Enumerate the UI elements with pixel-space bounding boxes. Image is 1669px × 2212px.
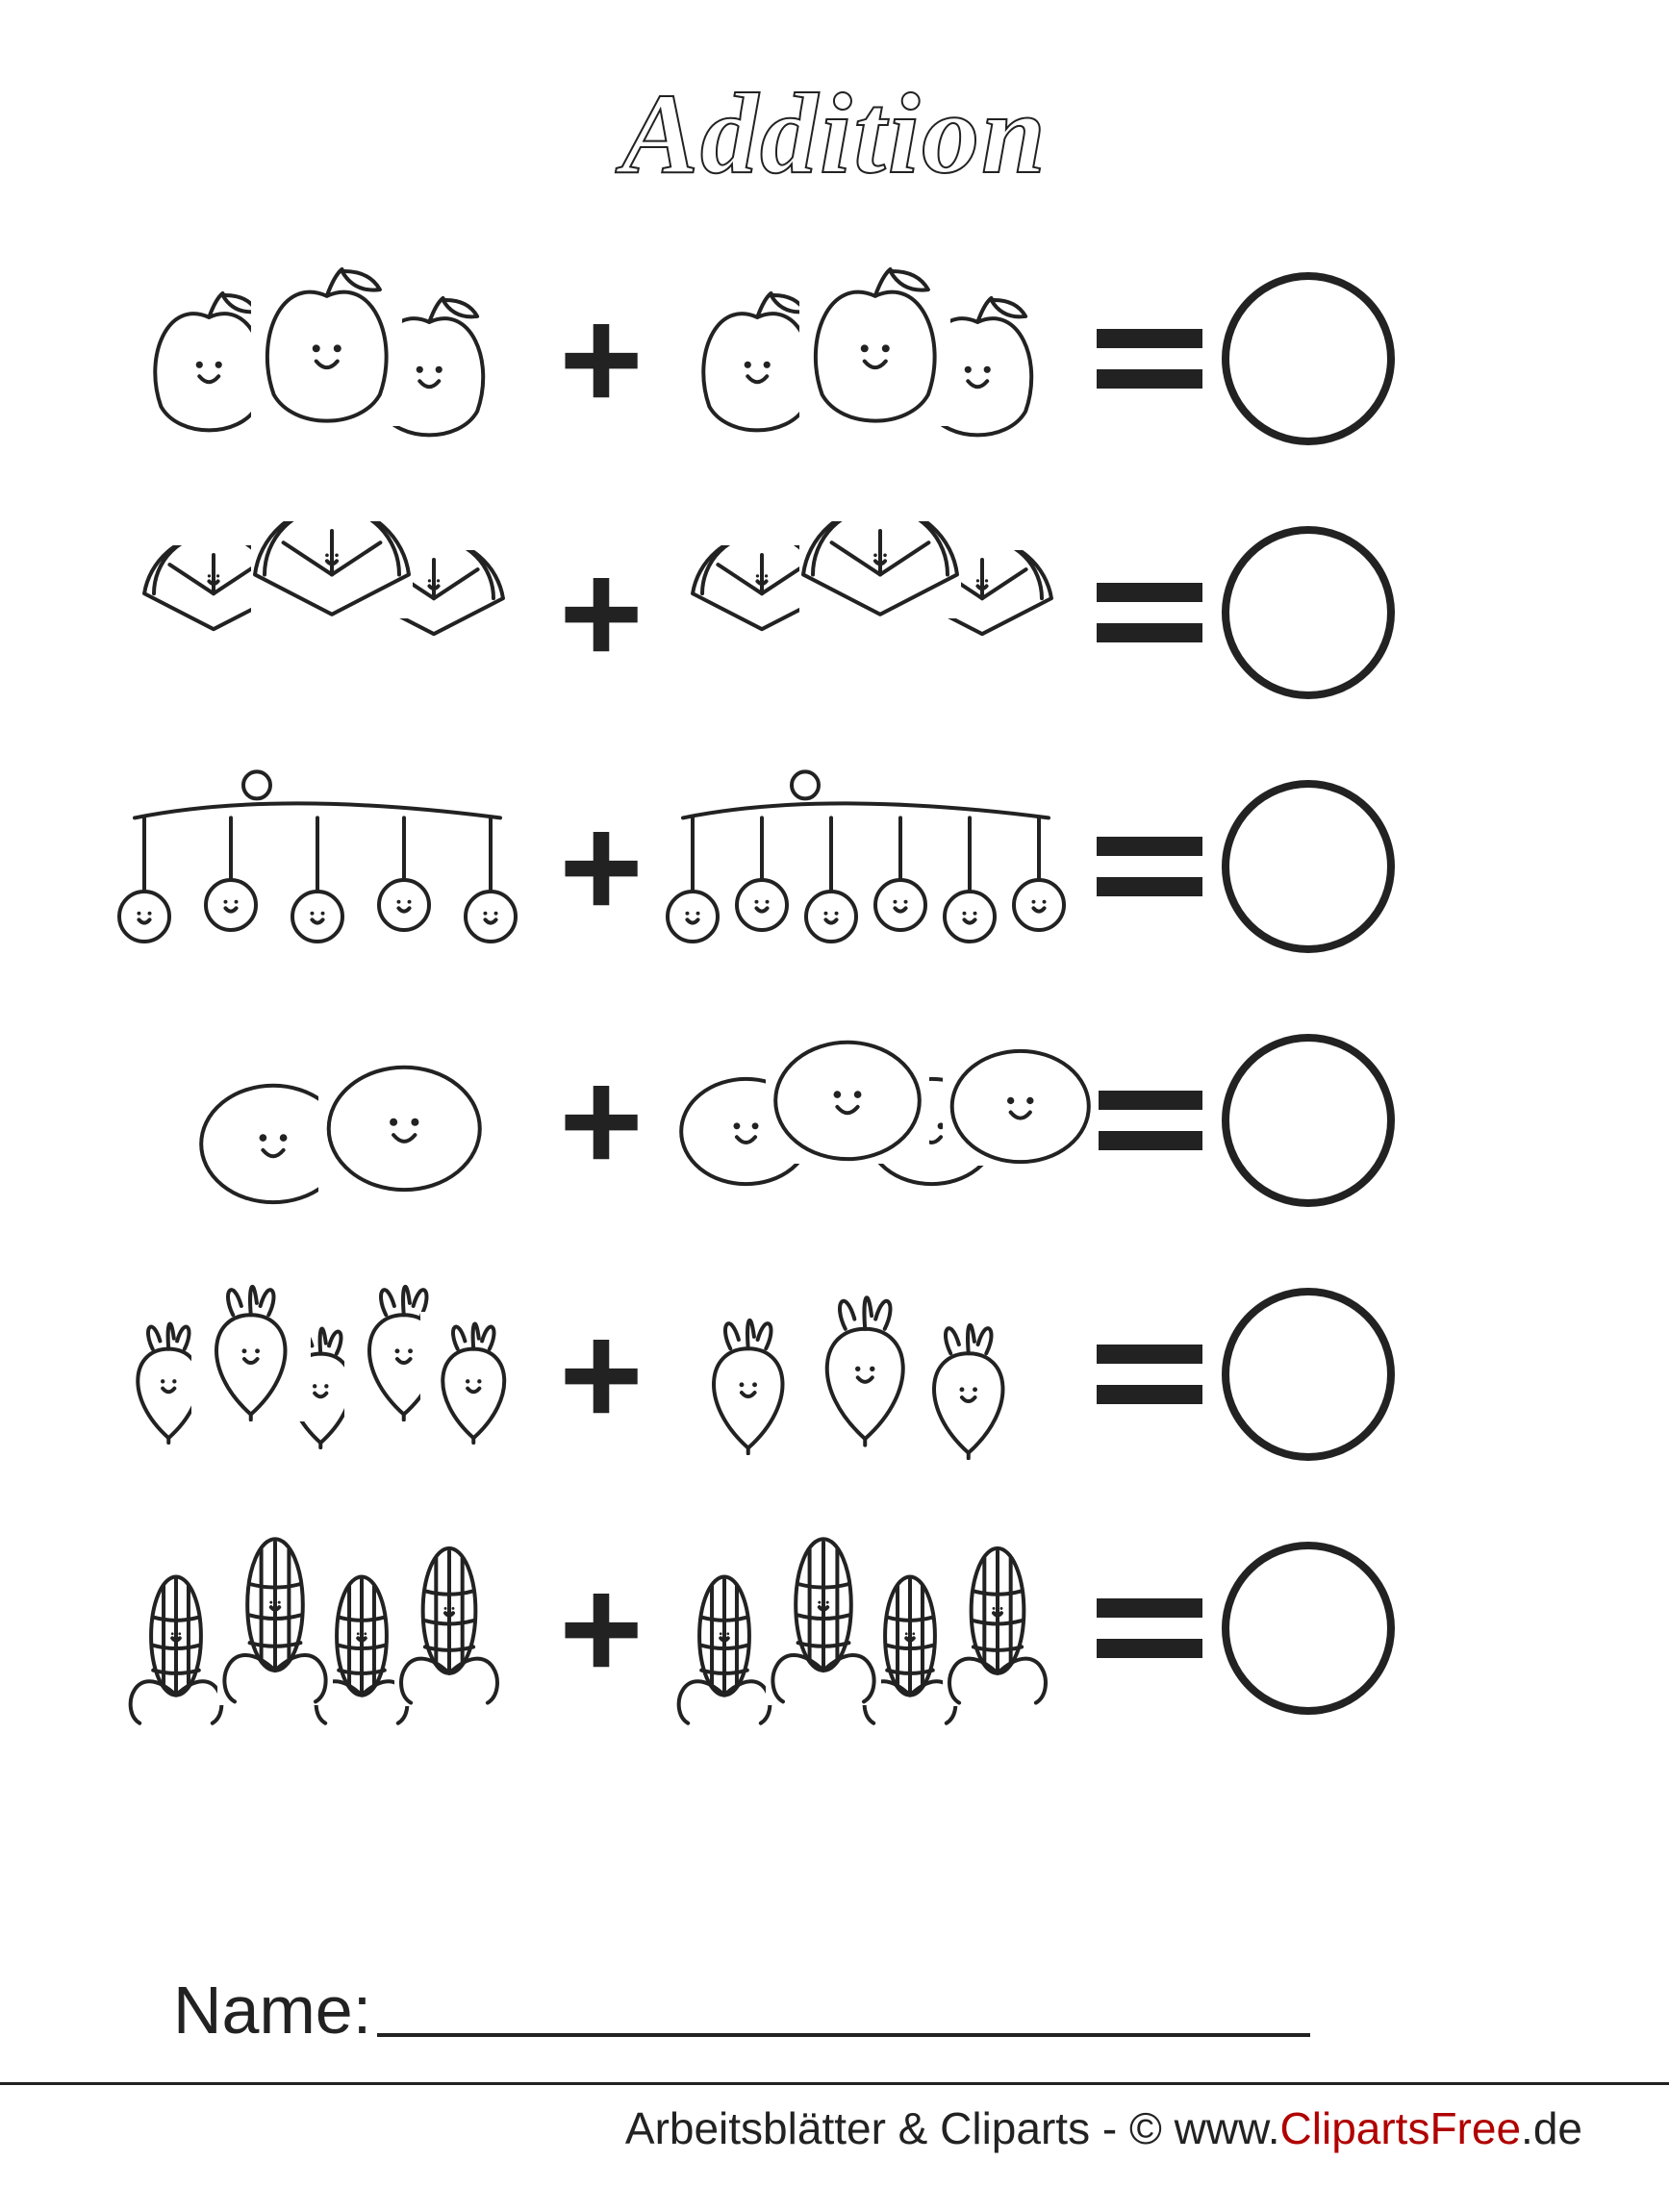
apple-icon <box>251 267 403 426</box>
potato-group <box>115 1000 539 1241</box>
plus-symbol: + <box>559 1048 644 1193</box>
equals-symbol <box>1092 329 1207 389</box>
footer-prefix: Arbeitsblätter & Cliparts - © www. <box>625 2103 1280 2153</box>
equals-symbol <box>1092 583 1207 642</box>
corn-icon <box>217 1532 333 1705</box>
corn-group <box>115 1508 539 1748</box>
potato-group <box>664 1000 1087 1241</box>
potato-icon <box>766 1024 929 1164</box>
apple-group <box>664 239 1087 479</box>
page-title: Addition <box>96 67 1573 200</box>
footer-brand: ClipartsFree <box>1280 2103 1522 2153</box>
corn-group <box>664 1508 1087 1748</box>
cherry-group <box>115 746 539 987</box>
problem-row: + <box>115 1254 1534 1495</box>
name-underline <box>377 2033 1310 2037</box>
apple-group <box>115 239 539 479</box>
footer: Arbeitsblätter & Cliparts - © www.Clipar… <box>0 2082 1669 2154</box>
problem-row: + <box>115 492 1534 733</box>
answer-circle[interactable] <box>1222 526 1395 699</box>
orange-slice-group <box>115 492 539 733</box>
answer-circle[interactable] <box>1222 780 1395 953</box>
problem-row: + <box>115 1508 1534 1748</box>
orange-slice-group <box>664 492 1087 733</box>
cherry-group <box>664 746 1087 987</box>
corn-icon <box>766 1532 881 1705</box>
plus-symbol: + <box>559 540 644 685</box>
plus-symbol: + <box>559 287 644 431</box>
orange-slice-icon <box>799 521 961 618</box>
corn-icon <box>943 1542 1052 1706</box>
potato-icon <box>318 1048 491 1194</box>
beet-icon <box>191 1273 311 1421</box>
corn-icon <box>124 1571 228 1726</box>
corn-icon <box>394 1542 504 1706</box>
problems-container: + <box>96 239 1573 1748</box>
corn-icon <box>672 1571 776 1726</box>
answer-circle[interactable] <box>1222 1034 1395 1207</box>
equals-symbol <box>1092 1091 1207 1150</box>
potato-icon <box>943 1034 1099 1166</box>
footer-suffix: .de <box>1521 2103 1582 2153</box>
answer-circle[interactable] <box>1222 1542 1395 1715</box>
name-label: Name: <box>173 1972 371 2049</box>
equals-symbol <box>1092 1345 1207 1404</box>
beet-group <box>664 1254 1087 1495</box>
answer-circle[interactable] <box>1222 1288 1395 1461</box>
problem-row: + <box>115 239 1534 479</box>
answer-circle[interactable] <box>1222 272 1395 445</box>
name-field[interactable]: Name: <box>173 1972 1310 2049</box>
apple-icon <box>799 267 951 426</box>
beet-icon <box>689 1307 808 1455</box>
plus-symbol: + <box>559 794 644 939</box>
problem-row: + <box>115 1000 1534 1241</box>
plus-symbol: + <box>559 1302 644 1446</box>
beet-group <box>115 1254 539 1495</box>
beet-icon <box>420 1312 527 1445</box>
equals-symbol <box>1092 1598 1207 1658</box>
beet-icon <box>799 1283 931 1447</box>
problem-row: + <box>115 746 1534 987</box>
equals-symbol <box>1092 837 1207 896</box>
orange-slice-icon <box>251 521 413 618</box>
plus-symbol: + <box>559 1556 644 1700</box>
